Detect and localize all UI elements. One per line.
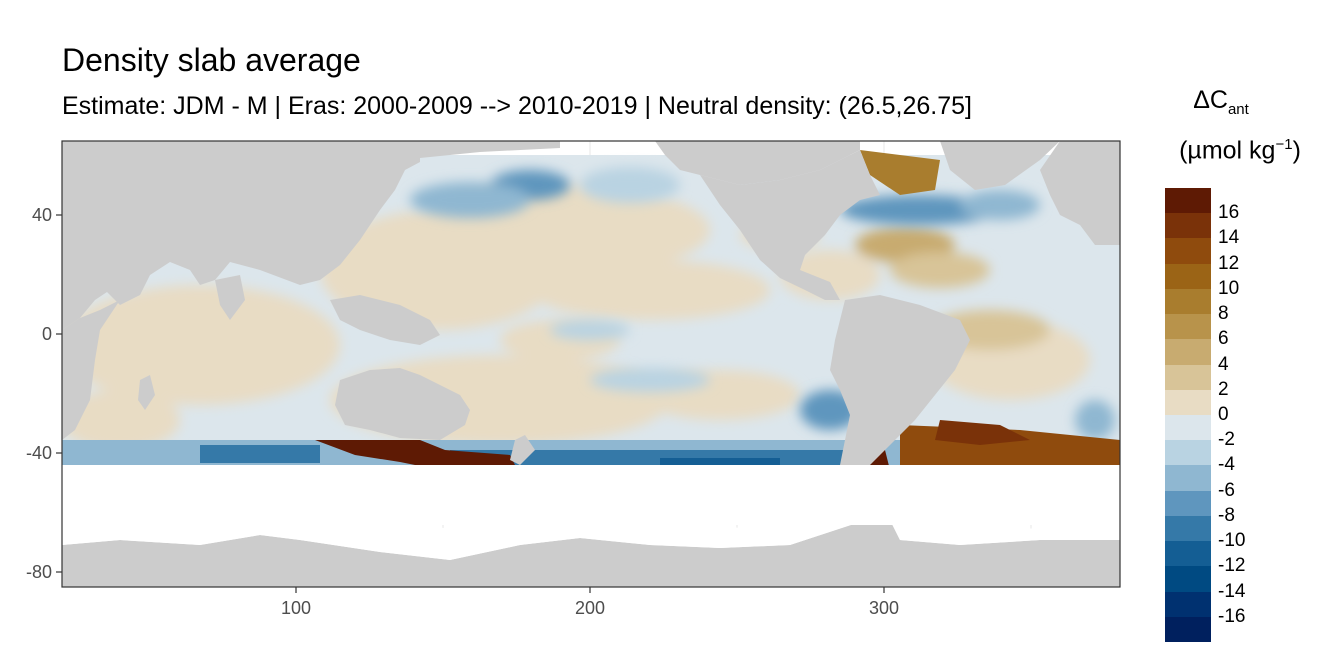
legend-swatch xyxy=(1165,188,1211,214)
legend-swatch xyxy=(1165,591,1211,617)
legend-unit: (µmol kg−1) xyxy=(1179,136,1301,165)
legend-swatch xyxy=(1165,414,1211,441)
legend-swatch xyxy=(1165,515,1211,542)
legend-swatch xyxy=(1165,465,1211,491)
legend-label: 6 xyxy=(1218,328,1229,350)
x-tick-label: 300 xyxy=(869,598,899,618)
legend-label: -16 xyxy=(1218,605,1246,627)
legend-label: -12 xyxy=(1218,555,1246,577)
legend-swatch xyxy=(1165,440,1211,466)
x-tick-label: 100 xyxy=(281,598,311,618)
legend-title: ΔCant xyxy=(1193,86,1249,118)
y-tick-label: 40 xyxy=(32,205,52,225)
legend-swatch xyxy=(1165,566,1211,592)
y-axis: 40 0 -40 -80 xyxy=(26,205,62,582)
legend-label: -2 xyxy=(1218,429,1235,451)
y-tick-label: -40 xyxy=(26,443,52,463)
legend-colorbar xyxy=(1165,188,1211,642)
legend-label: 16 xyxy=(1218,202,1240,224)
x-axis: 100 200 300 xyxy=(281,587,899,618)
legend-swatch xyxy=(1165,616,1211,642)
y-tick-label: -80 xyxy=(26,562,52,582)
plot-subtitle: Estimate: JDM - M | Eras: 2000-2009 --> … xyxy=(62,92,972,120)
legend-swatch xyxy=(1165,288,1211,315)
legend-label: -8 xyxy=(1218,504,1235,526)
legend-label: -6 xyxy=(1218,479,1235,501)
legend-label: 14 xyxy=(1218,227,1240,249)
x-tick-label: 200 xyxy=(575,598,605,618)
missing-data-areas xyxy=(62,465,1120,560)
legend-swatch xyxy=(1165,389,1211,415)
legend-label: 10 xyxy=(1218,277,1240,299)
plot-title: Density slab average xyxy=(62,42,361,78)
legend-swatch xyxy=(1165,339,1211,365)
legend-swatch xyxy=(1165,541,1211,567)
panel-border xyxy=(61,140,1121,588)
legend-swatch xyxy=(1165,314,1211,340)
legend-swatch xyxy=(1165,263,1211,289)
y-tick-label: 0 xyxy=(42,324,52,344)
legend-label: 2 xyxy=(1218,378,1229,400)
legend-swatch xyxy=(1165,238,1211,264)
legend-label: -14 xyxy=(1218,580,1246,602)
land-masses xyxy=(62,141,1120,587)
legend-label: 4 xyxy=(1218,353,1229,375)
legend-swatch xyxy=(1165,213,1211,239)
legend-label: 0 xyxy=(1218,404,1229,425)
legend-label: -10 xyxy=(1218,530,1246,552)
legend-swatch xyxy=(1165,490,1211,516)
legend-labels: 16 14 12 10 8 6 4 2 0 -2 -4 -6 -8 -10 -12 -14 -16 xyxy=(1218,188,1288,642)
legend-label: -4 xyxy=(1218,454,1235,476)
legend-label: 12 xyxy=(1218,252,1240,274)
legend-swatch xyxy=(1165,364,1211,390)
legend-label: 8 xyxy=(1218,303,1229,325)
